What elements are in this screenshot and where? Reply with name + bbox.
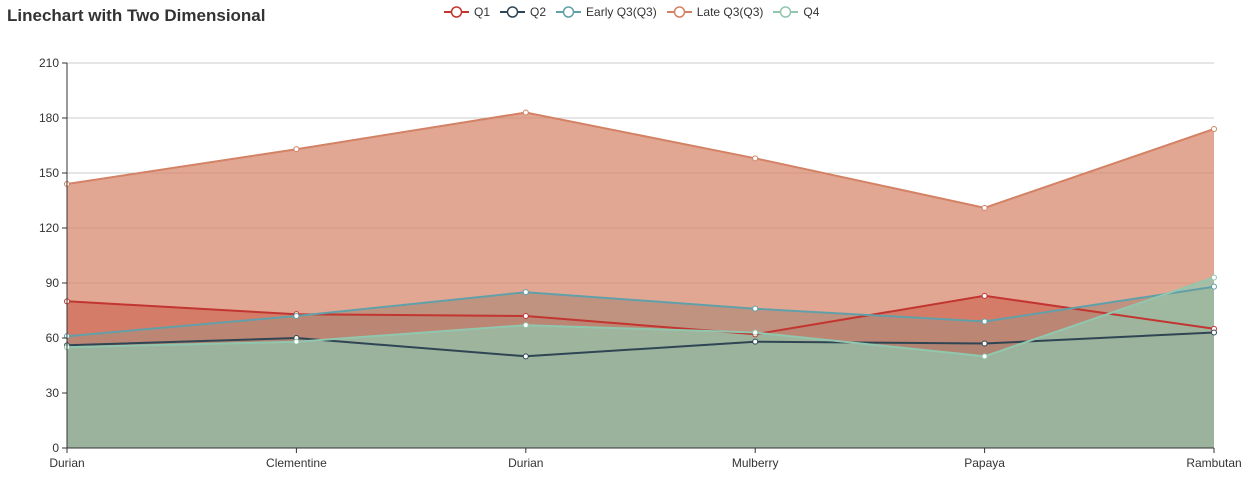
data-point-s3-5[interactable]: [1211, 126, 1217, 132]
legend-item-3[interactable]: Late Q3(Q3): [666, 5, 764, 19]
data-point-s4-2[interactable]: [522, 322, 529, 329]
data-point-s3-4[interactable]: [981, 204, 988, 211]
legend-label-4: Q4: [803, 5, 820, 19]
x-tick-label-5: Rambutan: [1186, 456, 1241, 470]
legend-swatch-marker-4: [780, 6, 792, 18]
data-point-s2-3[interactable]: [752, 305, 759, 312]
legend-swatch-marker-1: [506, 6, 519, 18]
legend-swatch-marker-2: [562, 6, 575, 18]
data-point-s1-2[interactable]: [522, 353, 529, 360]
legend-swatch-0: [444, 6, 469, 18]
y-tick-label-3: 90: [46, 276, 60, 290]
x-tick-label-1: Clementine: [266, 456, 327, 470]
legend-label-1: Q2: [530, 5, 547, 19]
data-point-s4-4[interactable]: [981, 353, 988, 360]
legend-item-2[interactable]: Early Q3(Q3): [556, 5, 657, 19]
data-point-s2-5[interactable]: [1211, 283, 1217, 290]
area-layer: [67, 112, 1214, 448]
legend-item-0[interactable]: Q1: [444, 5, 490, 19]
y-tick-label-0: 0: [52, 441, 59, 455]
legend-item-4[interactable]: Q4: [773, 5, 819, 19]
chart-title: Linechart with Two Dimensional: [7, 6, 266, 25]
legend-swatch-1: [500, 6, 526, 18]
x-tick-label-3: Mulberry: [732, 456, 779, 470]
legend-label-3: Late Q3(Q3): [696, 5, 764, 19]
data-point-s3-2[interactable]: [522, 109, 529, 116]
data-point-s1-3[interactable]: [752, 338, 759, 345]
series-line-1: [66, 331, 1215, 358]
series-line-0: [66, 294, 1215, 336]
line-layer: [66, 111, 1215, 358]
series-line-3: [66, 111, 1215, 209]
data-point-s4-3[interactable]: [752, 329, 759, 336]
data-point-s4-1[interactable]: [293, 338, 300, 345]
data-point-s4-5[interactable]: [1211, 274, 1217, 281]
data-point-s1-5[interactable]: [1211, 329, 1217, 336]
legend-swatch-3: [666, 6, 692, 18]
series-area-4: [67, 277, 1214, 448]
x-tick-label-4: Papaya: [964, 456, 1005, 470]
point-layer: [64, 109, 1217, 360]
x-tick-label-0: Durian: [49, 456, 84, 470]
data-point-s1-4[interactable]: [981, 340, 988, 347]
legend-label-2: Early Q3(Q3): [586, 5, 657, 19]
data-point-s2-1[interactable]: [293, 313, 300, 319]
data-point-s2-4[interactable]: [981, 318, 988, 325]
data-point-s2-2[interactable]: [522, 289, 529, 296]
data-point-s0-2[interactable]: [522, 313, 529, 319]
y-tick-label-4: 120: [39, 221, 59, 235]
y-tick-label-7: 210: [39, 56, 59, 70]
data-point-s0-4[interactable]: [981, 292, 988, 299]
legend-item-1[interactable]: Q2: [500, 5, 546, 19]
legend-swatch-marker-3: [673, 6, 685, 18]
x-tick-label-2: Durian: [508, 456, 543, 470]
series-line-2: [66, 285, 1215, 338]
y-tick-label-6: 180: [39, 111, 59, 125]
axis-layer: 0 30 60 90 120 150 180 210 Durian Clementine Duria…: [39, 56, 1242, 470]
y-tick-label-5: 150: [39, 166, 59, 180]
y-tick-label-2: 60: [46, 331, 60, 345]
legend-swatch-marker-0: [450, 6, 463, 18]
legend-label-0: Q1: [474, 5, 491, 19]
series-line-4: [66, 276, 1215, 358]
y-tick-label-1: 30: [46, 386, 60, 400]
legend: Q1 Q2 Early Q3(Q3) Late Q3(Q3) Q4: [444, 5, 819, 19]
legend-swatch-2: [556, 6, 582, 18]
data-point-s3-1[interactable]: [293, 146, 300, 153]
data-point-s3-3[interactable]: [752, 155, 759, 162]
legend-swatch-4: [773, 6, 799, 18]
